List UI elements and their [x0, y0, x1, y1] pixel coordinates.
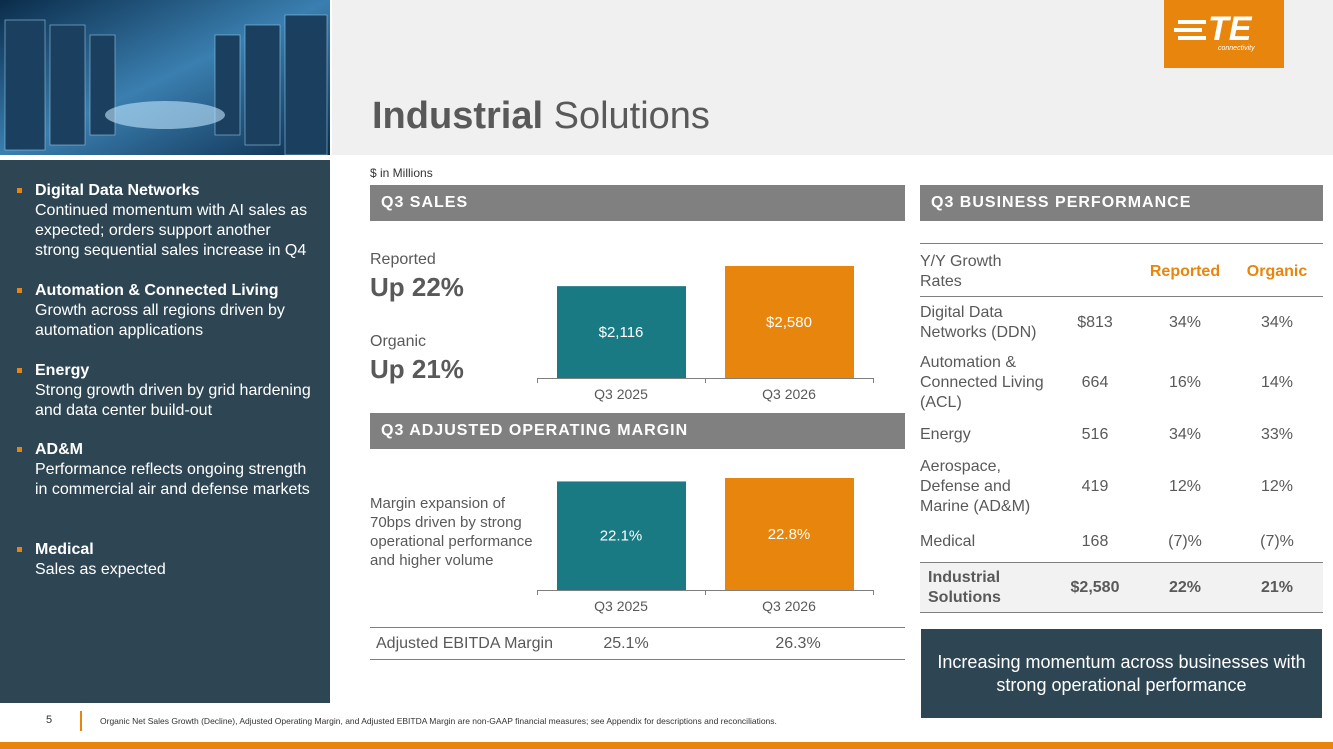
column-header: Organic [1246, 263, 1308, 280]
row-value: (7)% [1168, 533, 1202, 550]
bullet-marker [17, 368, 22, 373]
row-label: Automation & Connected Living (ACL) [920, 354, 1044, 411]
x-tick-label: Q3 2025 [594, 386, 648, 402]
logo: TE connectivity [1164, 0, 1284, 68]
section-header: Q3 ADJUSTED OPERATING MARGIN [370, 413, 905, 449]
organic-label: Organic [370, 333, 427, 350]
bullet-heading: Medical [35, 541, 94, 558]
bullet-heading: Digital Data Networks [35, 182, 200, 199]
bar [557, 481, 686, 590]
bullet-heading: Energy [35, 362, 90, 379]
bullet-text: Continued momentum with AI sales as expe… [35, 202, 308, 259]
bottom-bar [0, 742, 1333, 749]
x-tick-label: Q3 2026 [762, 386, 816, 402]
units: $ in Millions [370, 166, 433, 180]
row-label: Digital Data Networks (DDN) [920, 304, 1037, 341]
row-value: (7)% [1260, 533, 1294, 550]
rule [370, 659, 905, 660]
bullet-marker [17, 547, 22, 552]
x-tick-label: Q3 2026 [762, 598, 816, 614]
row-value: 14% [1260, 374, 1294, 391]
bullet-marker [17, 288, 22, 293]
bullet-text: Performance reflects ongoing strength in… [35, 461, 310, 498]
title: Industrial Solutions [372, 95, 710, 138]
divider [80, 711, 82, 731]
sidebar-item: AD&M Performance reflects ongoing strengt… [17, 440, 317, 500]
rule [370, 627, 905, 628]
row-label: Aerospace, Defense and Marine (AD&M) [920, 458, 1031, 515]
row-value: 34% [1260, 314, 1294, 331]
bullet-marker [17, 447, 22, 452]
bar-label: $2,580 [766, 314, 812, 331]
reported-value: Up 22% [370, 272, 464, 302]
row-label: Medical [920, 533, 976, 550]
total-label: Industrial Solutions [928, 569, 1001, 606]
total-row [920, 562, 1323, 613]
bar-label: 22.1% [600, 528, 643, 545]
row-label: Energy [920, 426, 971, 443]
row-value: 33% [1260, 426, 1294, 443]
logo-mark: TE [1208, 10, 1252, 48]
title-rest: Solutions [553, 95, 710, 137]
section-header: Q3 BUSINESS PERFORMANCE [920, 185, 1323, 221]
bar [557, 286, 686, 378]
row-value: 34% [1168, 426, 1202, 443]
header-image [0, 0, 330, 155]
ebitda-value: 26.3% [775, 635, 821, 652]
sidebar-item: Energy Strong growth driven by grid harde… [17, 361, 317, 421]
total-value: 21% [1260, 579, 1294, 596]
bar [725, 478, 854, 590]
row-value: 516 [1081, 426, 1109, 443]
logo-tagline: connectivity [1218, 45, 1255, 52]
sidebar-item: Medical Sales as expected [17, 540, 317, 580]
reported-label: Reported [370, 251, 436, 268]
sidebar-item: Digital Data Networks Continued momentum … [17, 181, 317, 261]
column-header: Y/Y Growth Rates [920, 253, 1002, 290]
bullet-text: Growth across all regions driven by auto… [35, 302, 285, 339]
ebitda-label: Adjusted EBITDA Margin [376, 635, 553, 652]
bullet-marker [17, 188, 22, 193]
ebitda-value: 25.1% [603, 635, 649, 652]
row-value: 168 [1081, 533, 1109, 550]
margin-note: Margin expansion of 70bps driven by stro… [370, 495, 533, 569]
row-value: 419 [1081, 478, 1109, 495]
footnote: Organic Net Sales Growth (Decline), Adju… [100, 716, 777, 726]
total-value: 22% [1168, 579, 1202, 596]
row-value: $813 [1077, 314, 1113, 331]
bar-label: $2,116 [599, 324, 644, 341]
bullet-heading: AD&M [35, 441, 83, 458]
page-number: 5 [46, 714, 53, 726]
bar [725, 266, 854, 378]
bullet-text: Strong growth driven by grid hardening a… [35, 382, 311, 419]
bar-label: 22.8% [768, 526, 811, 543]
title-bold: Industrial [372, 95, 544, 137]
bullet-text: Sales as expected [35, 561, 166, 578]
sidebar-item: Automation & Connected Living Growth acro… [17, 281, 317, 341]
bullet-heading: Automation & Connected Living [35, 282, 279, 299]
column-header: Reported [1149, 263, 1221, 280]
sales-chart: $2,116 Q3 2025 $2,580 Q3 2026 [537, 266, 874, 402]
row-value: 34% [1168, 314, 1202, 331]
section-header: Q3 SALES [370, 185, 905, 221]
rule [920, 296, 1323, 297]
row-value: 12% [1168, 478, 1202, 495]
row-value: 664 [1081, 374, 1109, 391]
organic-value: Up 21% [370, 354, 464, 384]
total-value: $2,580 [1070, 579, 1120, 596]
row-value: 16% [1168, 374, 1202, 391]
row-value: 12% [1260, 478, 1294, 495]
x-tick-label: Q3 2025 [594, 598, 648, 614]
sidebar [0, 160, 330, 703]
rule [920, 243, 1323, 244]
margin-chart: 22.1% Q3 2025 22.8% Q3 2026 [537, 478, 874, 614]
callout: Increasing momentum across businesses wi… [921, 629, 1322, 718]
